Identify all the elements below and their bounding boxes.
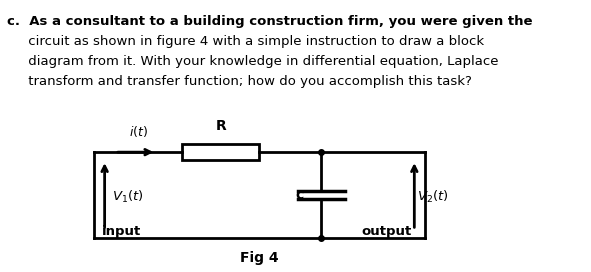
Text: c.  As a consultant to a building construction firm, you were given the: c. As a consultant to a building constru… [7,15,532,28]
Text: transform and transfer function; how do you accomplish this task?: transform and transfer function; how do … [7,75,472,88]
FancyBboxPatch shape [182,144,259,160]
Text: c: c [295,188,303,202]
Text: input: input [102,225,141,238]
Text: R: R [215,119,226,133]
Text: Fig 4: Fig 4 [240,251,279,265]
Text: $V_2(t)$: $V_2(t)$ [417,188,449,205]
Text: output: output [362,225,412,238]
Text: diagram from it. With your knowledge in differential equation, Laplace: diagram from it. With your knowledge in … [7,55,498,68]
Text: circuit as shown in figure 4 with a simple instruction to draw a block: circuit as shown in figure 4 with a simp… [7,35,483,48]
Text: $\mathbf{\mathit{i(t)}}$: $\mathbf{\mathit{i(t)}}$ [129,124,148,139]
Text: $V_1(t)$: $V_1(t)$ [112,188,144,205]
